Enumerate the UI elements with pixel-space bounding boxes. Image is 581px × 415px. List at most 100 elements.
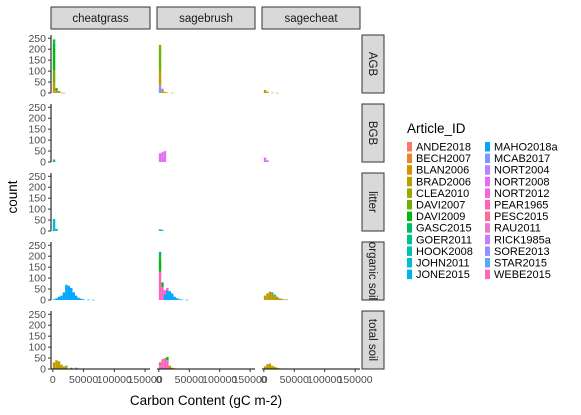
bar-sagebrush-agb-4000-brad2006 <box>161 89 164 93</box>
bar-cheatgrass-organic-soil-48000-maho2018a <box>82 299 85 300</box>
strip-row-label-agb: AGB <box>366 52 378 77</box>
legend-swatch-webe2015 <box>485 269 490 280</box>
strip-row-label-total-soil: total soil <box>366 319 378 361</box>
bar-sagebrush-litter-4000-john2011 <box>161 229 164 231</box>
bar-cheatgrass-organic-soil-32000-maho2018a <box>72 292 75 300</box>
legend-item-davi2009: DAVI2009 <box>407 211 465 223</box>
bar-sagebrush-organic-soil-32000-maho2018a <box>178 299 181 300</box>
legend-swatch-nort2004 <box>485 165 490 175</box>
legend-swatch-davi2007 <box>407 200 412 210</box>
strip-row-label-organic-soil: organic soil <box>366 242 378 300</box>
legend-swatch-hook2008 <box>407 246 412 256</box>
panel-sagecheat-organic-soil <box>263 291 289 301</box>
bar-cheatgrass-total-soil-8000-brad2006 <box>57 361 61 369</box>
legend-label-mcab2017: MCAB2017 <box>494 153 550 165</box>
legend-swatch-clea2010 <box>407 188 412 198</box>
y-tick-label-organic-soil-100: 100 <box>28 273 46 285</box>
bar-cheatgrass-organic-soil-36000-maho2018a <box>74 295 78 300</box>
bar-sagebrush-organic-soil-12000-maho2018a <box>166 290 169 300</box>
legend-item-gasc2015: GASC2015 <box>407 223 472 235</box>
bar-sagebrush-organic-soil-24000-maho2018a <box>173 296 176 300</box>
bar-sagebrush-organic-soil-4000-pear1965 <box>161 286 164 300</box>
bar-cheatgrass-agb-0-brad2006 <box>52 83 56 92</box>
legend: Article_ID ANDE2018BECH2007BLAN2006BRAD2… <box>407 121 558 281</box>
y-tick-label-agb-0: 0 <box>40 88 46 100</box>
legend-swatch-sore2013 <box>485 246 490 256</box>
legend-item-nort2012: NORT2012 <box>485 188 549 200</box>
bar-cheatgrass-organic-soil-16000-maho2018a <box>62 292 66 300</box>
x-tick-label-cheatgrass-0: 0 <box>50 374 56 386</box>
bar-cheatgrass-total-soil-16000-brad2006 <box>62 366 66 369</box>
legend-label-brad2006: BRAD2006 <box>416 176 471 188</box>
legend-swatch-mcab2017 <box>485 153 490 164</box>
y-tick-label-organic-soil-50: 50 <box>34 284 46 296</box>
bar-sagecheat-bgb-0-mcab2017 <box>263 160 267 162</box>
legend-label-nort2012: NORT2012 <box>494 188 549 200</box>
legend-item-sore2013: SORE2013 <box>485 246 550 258</box>
legend-item-jone2015: JONE2015 <box>407 269 470 281</box>
strip-row-litter <box>361 172 385 232</box>
bar-cheatgrass-organic-soil-64000-maho2018a <box>92 299 95 301</box>
bar-sagebrush-total-soil-4000-pear1965 <box>161 359 164 369</box>
panel-sagebrush-organic-soil <box>158 251 189 301</box>
panel-sagebrush-total-soil <box>158 356 176 369</box>
bar-sagecheat-organic-soil-0-brad2006 <box>263 295 267 300</box>
bar-cheatgrass-litter-4000-john2011 <box>55 228 58 231</box>
y-tick-label-bgb-150: 150 <box>28 124 46 136</box>
legend-label-john2011: JOHN2011 <box>416 258 470 270</box>
bar-sagebrush-bgb-4000-nort2008 <box>161 152 164 162</box>
bar-sagebrush-organic-soil-0-gasc2015 <box>158 251 162 259</box>
bar-sagecheat-organic-soil-36000-brad2006 <box>285 299 289 301</box>
bar-cheatgrass-organic-soil-8000-maho2018a <box>57 296 61 300</box>
legend-label-blan2006: BLAN2006 <box>416 165 469 177</box>
legend-swatch-bech2007 <box>407 153 412 164</box>
y-tick-label-bgb-0: 0 <box>40 157 46 169</box>
panel-cheatgrass-bgb <box>52 159 56 162</box>
strip-col-sagecheat <box>261 6 361 30</box>
bar-cheatgrass-organic-soil-12000-maho2018a <box>60 295 63 300</box>
x-tick-label-sagebrush-0: 0 <box>156 374 162 386</box>
bar-sagecheat-organic-soil-12000-brad2006 <box>271 293 274 300</box>
legend-swatch-star2015 <box>485 258 490 268</box>
x-axis-title: Carbon Content (gC m-2) <box>130 393 282 408</box>
legend-label-pear1965: PEAR1965 <box>494 200 548 212</box>
bar-sagebrush-organic-soil-36000-maho2018a <box>180 299 184 301</box>
legend-label-davi2009: DAVI2009 <box>416 211 465 223</box>
legend-title: Article_ID <box>407 121 466 136</box>
y-tick-label-litter-50: 50 <box>34 215 46 227</box>
y-tick-label-bgb-250: 250 <box>28 102 46 114</box>
bar-sagecheat-total-soil-4000-brad2006 <box>266 364 269 369</box>
panel-sagebrush-agb <box>158 44 174 94</box>
legend-label-star2015: STAR2015 <box>494 258 547 270</box>
x-tick-label-sagebrush-100000: 100000 <box>202 374 237 386</box>
panel-sagecheat-total-soil <box>263 363 286 370</box>
legend-label-rau2011: RAU2011 <box>494 223 541 235</box>
bar-sagebrush-organic-soil-16000-maho2018a <box>168 291 171 300</box>
bar-sagebrush-bgb-8000-nort2008 <box>163 151 167 162</box>
y-tick-label-organic-soil-250: 250 <box>28 240 46 252</box>
facet-panels <box>52 39 289 370</box>
legend-item-webe2015: WEBE2015 <box>485 269 551 281</box>
bar-sagecheat-total-soil-12000-brad2006 <box>271 365 274 369</box>
y-tick-label-total-soil-0: 0 <box>40 364 46 376</box>
x-tick-label-sagecheat-150000: 150000 <box>338 374 373 386</box>
bar-sagebrush-organic-soil-28000-maho2018a <box>175 298 179 300</box>
legend-item-bech2007: BECH2007 <box>407 153 471 165</box>
bar-sagecheat-total-soil-0-brad2006 <box>263 366 267 369</box>
legend-label-ande2018: ANDE2018 <box>416 142 471 154</box>
legend-label-sore2013: SORE2013 <box>494 246 550 258</box>
bar-cheatgrass-agb-16000-brad2006 <box>62 92 66 94</box>
strip-row-agb <box>361 34 385 94</box>
bar-cheatgrass-agb-0-ande2018 <box>52 91 56 93</box>
bar-cheatgrass-total-soil-0-brad2006 <box>52 362 56 369</box>
bar-cheatgrass-organic-soil-0-maho2018a <box>52 299 56 300</box>
bar-sagecheat-organic-soil-16000-maho2018a <box>273 294 276 296</box>
bar-cheatgrass-organic-soil-40000-maho2018a <box>77 297 80 300</box>
legend-label-webe2015: WEBE2015 <box>494 269 551 281</box>
bar-sagecheat-organic-soil-20000-maho2018a <box>276 296 279 298</box>
legend-item-goer2011: GOER2011 <box>407 234 472 246</box>
bar-sagecheat-total-soil-20000-brad2006 <box>276 367 279 369</box>
legend-item-rau2011: RAU2011 <box>485 223 541 235</box>
panel-cheatgrass-total-soil <box>52 360 85 370</box>
